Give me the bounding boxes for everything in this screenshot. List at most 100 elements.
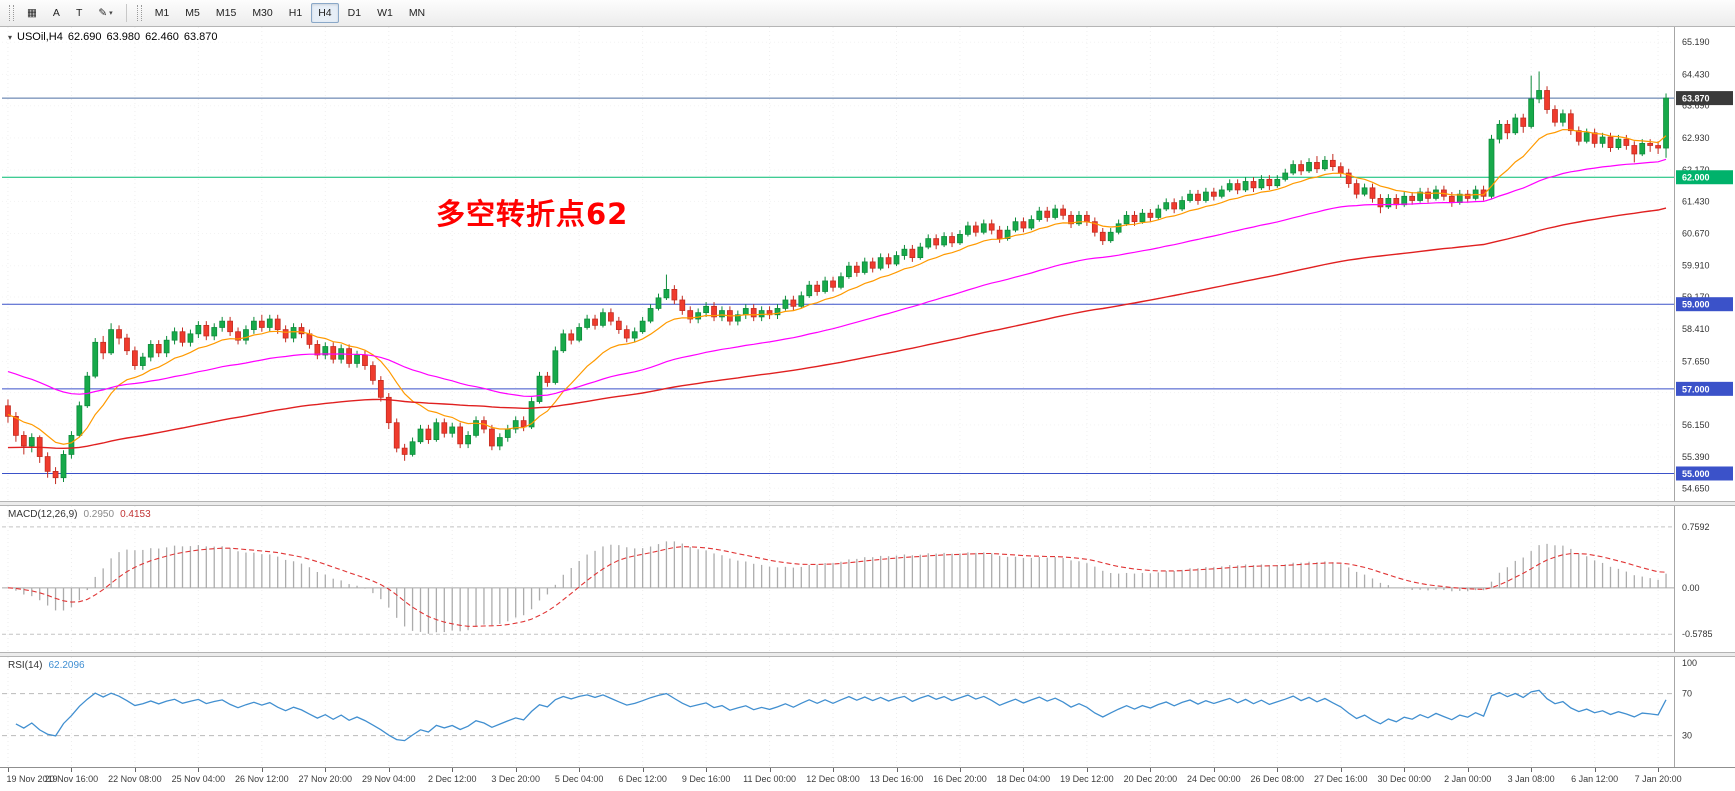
- time-axis: 19 Nov 2019 20 Nov 16:00 22 Nov 08:00 25 No…: [0, 767, 1735, 790]
- timeframe-w1-button[interactable]: W1: [370, 3, 400, 23]
- time-tick: [325, 768, 327, 772]
- macd-axis: 0.7592 0.00 -0.5785: [1674, 506, 1713, 652]
- text-label-button[interactable]: T: [69, 3, 89, 23]
- price-tick-label: 59.910: [1682, 261, 1710, 271]
- time-label: 3 Dec 20:00: [491, 774, 540, 784]
- timeframe-m15-button[interactable]: M15: [209, 3, 243, 23]
- drawing-tool-buttons: ▦ A T ✎ ▾: [19, 3, 121, 23]
- text-annotation-button[interactable]: A: [46, 3, 67, 23]
- toolbar-grip[interactable]: [9, 5, 14, 21]
- time-label: 19 Nov 2019: [6, 774, 58, 784]
- macd-histogram: [15, 541, 1667, 634]
- time-label: 19 Dec 12:00: [1060, 774, 1114, 784]
- rsi-chart[interactable]: 100 70 30: [0, 657, 1735, 767]
- macd-axis-label: -0.5785: [1682, 629, 1713, 639]
- time-tick: [261, 768, 263, 772]
- macd-value-signal: 0.4153: [120, 509, 151, 520]
- price-tick-label: 58.410: [1682, 324, 1710, 334]
- price-chart[interactable]: 65.190 64.430 63.690 62.930 62.170 61.430 60.6…: [0, 27, 1735, 501]
- time-label: 13 Dec 16:00: [869, 774, 924, 784]
- timeframe-mn-button[interactable]: MN: [402, 3, 432, 23]
- time-label: 20 Dec 20:00: [1123, 774, 1178, 784]
- time-tick: [896, 768, 898, 772]
- price-grid: [2, 27, 1674, 501]
- price-tick-label: 62.930: [1682, 133, 1710, 143]
- time-tick: [769, 768, 771, 772]
- timeframe-h1-button[interactable]: H1: [282, 3, 309, 23]
- hline-57-tag: [1676, 381, 1733, 396]
- rsi-axis-label: 70: [1682, 689, 1692, 699]
- timeframe-m30-button[interactable]: M30: [245, 3, 279, 23]
- time-label: 12 Dec 08:00: [806, 774, 860, 784]
- timeframe-m1-button[interactable]: M1: [148, 3, 177, 23]
- panel-divider-rsi[interactable]: [0, 652, 1735, 657]
- toolbar-separator: [125, 4, 127, 22]
- rsi-grid: [2, 657, 1674, 767]
- time-tick: [1658, 768, 1660, 772]
- styles-dropdown-button[interactable]: ✎ ▾: [91, 3, 119, 23]
- rsi-line: [15, 689, 1667, 742]
- time-tick: [1086, 768, 1088, 772]
- time-tick: [388, 768, 390, 772]
- time-tick: [959, 768, 961, 772]
- panel-divider-macd[interactable]: [0, 501, 1735, 506]
- rsi-axis: 100 70 30: [1674, 657, 1697, 767]
- time-label: 30 Dec 00:00: [1377, 774, 1431, 784]
- ma-mid-magenta: [7, 158, 1667, 398]
- time-label: 6 Jan 12:00: [1571, 774, 1619, 784]
- time-label: 16 Dec 20:00: [933, 774, 987, 784]
- time-label: 26 Dec 08:00: [1250, 774, 1305, 784]
- charts-grid-button[interactable]: ▦: [20, 3, 44, 23]
- time-tick: [1277, 768, 1279, 772]
- macd-signal-line: [7, 546, 1667, 627]
- time-label: 25 Nov 04:00: [171, 774, 226, 784]
- moving-averages: [7, 128, 1667, 450]
- macd-value-main: 0.2950: [83, 509, 115, 520]
- macd-name: MACD(12,26,9): [8, 509, 78, 520]
- rsi-value: 62.2096: [48, 660, 85, 671]
- time-tick: [198, 768, 200, 772]
- price-tick-label: 62.170: [1682, 165, 1710, 175]
- macd-label: MACD(12,26,9) 0.2950 0.4153: [8, 509, 151, 520]
- hline-62-tag-label: 62.000: [1682, 173, 1710, 183]
- macd-chart[interactable]: 0.7592 0.00 -0.5785: [0, 506, 1735, 652]
- timeframe-m5-button[interactable]: M5: [178, 3, 207, 23]
- rsi-panel: 100 70 30 RSI(14) 62.2096: [0, 657, 1735, 767]
- time-tick: [134, 768, 136, 772]
- price-tick-label: 65.190: [1682, 37, 1710, 47]
- time-tick: [1594, 768, 1596, 772]
- price-tick-label: 59.170: [1682, 292, 1710, 302]
- time-tick: [579, 768, 581, 772]
- time-label: 27 Dec 16:00: [1313, 774, 1368, 784]
- price-tick-label: 55.390: [1682, 452, 1710, 462]
- time-tick: [1404, 768, 1406, 772]
- time-label: 18 Dec 04:00: [996, 774, 1051, 784]
- hline-59-tag: [1676, 297, 1733, 312]
- timeframe-h4-button[interactable]: H4: [311, 3, 339, 23]
- price-chart-panel: 65.190 64.430 63.690 62.930 62.170 61.430 60.6…: [0, 27, 1735, 501]
- time-label: 22 Nov 08:00: [108, 774, 162, 784]
- ohlc-open: 62.690: [67, 31, 102, 43]
- ohlc-low: 62.460: [145, 31, 179, 43]
- rsi-axis-label: 100: [1682, 658, 1697, 668]
- bid-price-line-tag-label: 63.870: [1682, 94, 1710, 104]
- collapse-arrow-icon[interactable]: ▾: [8, 32, 13, 42]
- toolbar-grip-2[interactable]: [136, 5, 142, 21]
- time-label: 27 Nov 20:00: [298, 774, 353, 784]
- time-tick: [642, 768, 644, 772]
- horizontal-lines[interactable]: [2, 97, 1674, 474]
- time-tick: [1531, 768, 1533, 772]
- time-label: 2 Dec 12:00: [427, 774, 477, 784]
- timeframe-d1-button[interactable]: D1: [341, 3, 368, 23]
- price-tick-label: 54.650: [1682, 483, 1710, 493]
- symbol-name: USOil,H4: [17, 31, 63, 43]
- time-tick: [1467, 768, 1469, 772]
- time-label: 9 Dec 16:00: [681, 774, 731, 784]
- time-tick: [452, 768, 454, 772]
- timeframe-buttons: M1 M5 M15 M30 H1 H4 D1 W1 MN: [147, 3, 433, 23]
- chart-annotation-text[interactable]: 多空转折点62: [436, 197, 629, 231]
- time-tick: [71, 768, 73, 772]
- hline-55-tag: [1676, 466, 1733, 481]
- ma-slow-red: [7, 207, 1667, 450]
